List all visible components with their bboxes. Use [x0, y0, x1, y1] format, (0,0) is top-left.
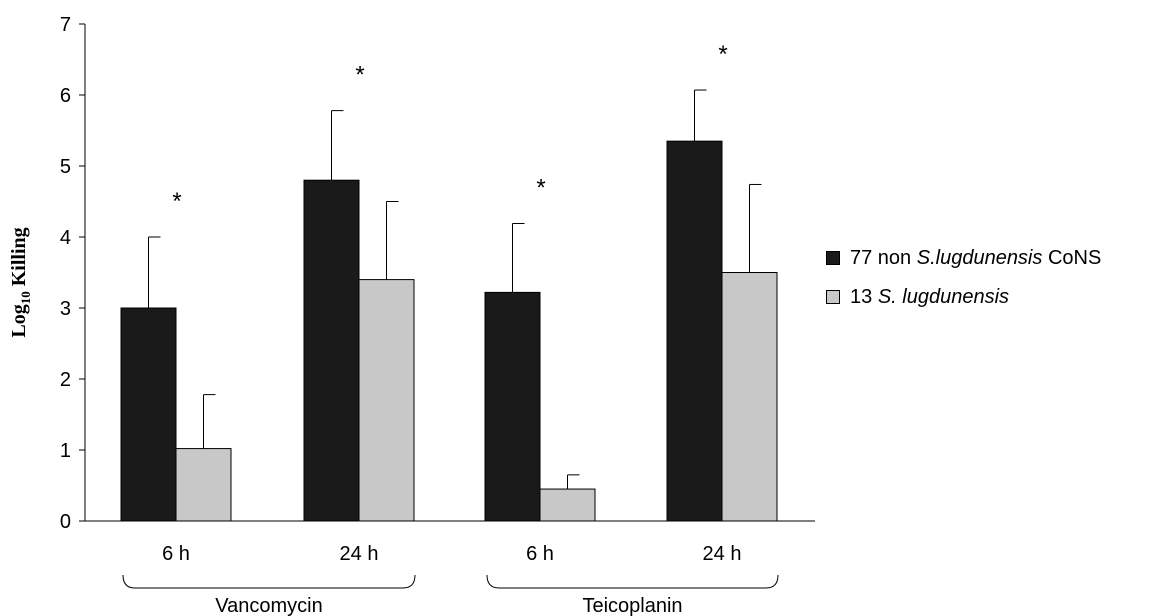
y-tick-label: 4: [60, 227, 71, 249]
legend-swatch-light: [826, 290, 840, 304]
legend-item-lugdunensis: 13 S. lugdunensis: [826, 283, 1101, 311]
bar-non-lugdunensis: [120, 307, 177, 522]
significance-star: *: [718, 41, 727, 68]
significance-star: *: [172, 188, 181, 215]
y-tick-label: 3: [60, 298, 71, 320]
legend-label-lugdunensis: 13 S. lugdunensis: [850, 285, 1010, 308]
group-label: Teicoplanin: [582, 595, 682, 616]
y-axis-label: Log10 Killing: [8, 227, 33, 337]
group-brace: [486, 574, 779, 589]
legend-item-non-lugdunensis: 77 non S.lugdunensis CoNS: [826, 244, 1101, 272]
x-category-label: 24 h: [703, 543, 742, 565]
bar-non-lugdunensis: [666, 140, 723, 522]
y-tick-label: 5: [60, 156, 71, 178]
legend-swatch-dark: [826, 251, 840, 265]
chart-bars: [120, 89, 778, 522]
x-category-label: 6 h: [526, 543, 554, 565]
y-tick-label: 6: [60, 85, 71, 107]
bar-non-lugdunensis: [484, 291, 541, 522]
significance-star: *: [355, 62, 364, 89]
chart-legend: 77 non S.lugdunensis CoNS 13 S. lugdunen…: [826, 244, 1101, 322]
y-tick-label: 2: [60, 369, 71, 391]
bar-non-lugdunensis: [303, 179, 360, 522]
significance-star: *: [536, 175, 545, 202]
y-tick-label: 7: [60, 14, 71, 36]
bar-lugdunensis: [175, 448, 232, 522]
bar-lugdunensis: [539, 488, 596, 522]
group-brace: [122, 574, 416, 589]
x-category-label: 24 h: [340, 543, 379, 565]
group-label: Vancomycin: [215, 595, 322, 616]
y-tick-label: 0: [60, 511, 71, 533]
bar-lugdunensis: [721, 272, 778, 522]
y-tick-label: 1: [60, 440, 71, 462]
chart-labels: 0 1 2 3 4 5 6 7 Log10 Killing * 6 h * 24 h * 6 h * 24 h V…: [8, 14, 741, 616]
x-category-label: 6 h: [162, 543, 190, 565]
bar-lugdunensis: [358, 279, 415, 522]
legend-label-non-lugdunensis: 77 non S.lugdunensis CoNS: [850, 246, 1102, 269]
